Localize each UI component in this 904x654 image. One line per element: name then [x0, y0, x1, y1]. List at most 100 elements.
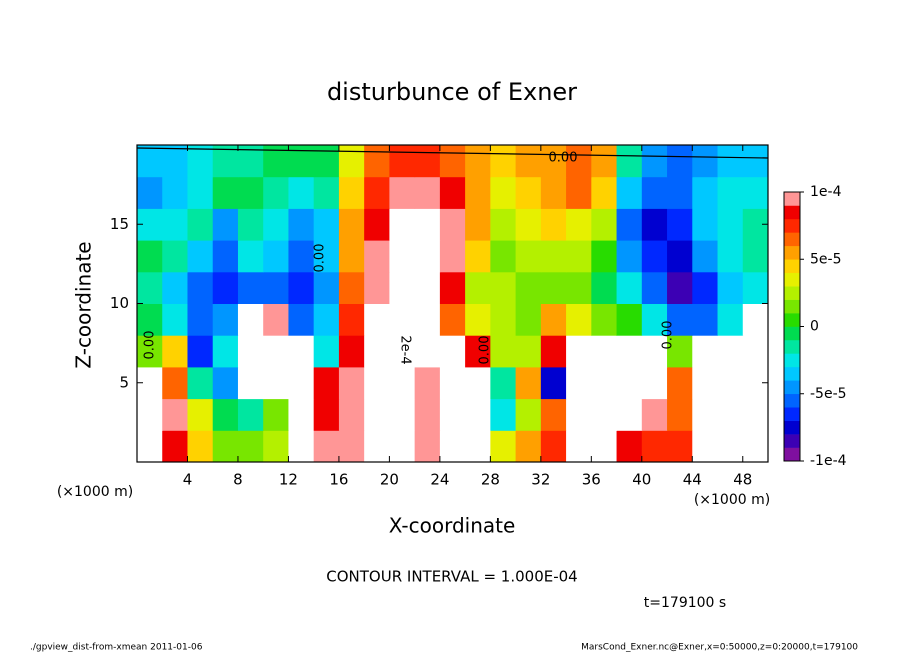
field-cell [641, 145, 668, 178]
field-cell [137, 335, 163, 368]
field-cell [389, 271, 416, 304]
field-cell [237, 335, 264, 368]
field-cell [162, 145, 188, 178]
field-cell [742, 335, 769, 368]
field-cell [389, 335, 416, 368]
field-cell [313, 208, 340, 241]
field-cell [137, 303, 163, 336]
field-cell [540, 176, 567, 209]
field-cell [137, 430, 163, 463]
field-cell [212, 208, 239, 241]
field-cell [515, 335, 542, 368]
field-cell [364, 398, 390, 431]
field-cell [667, 335, 693, 368]
field-cell [288, 398, 315, 431]
x-tick-label: 40 [632, 471, 651, 489]
field-cell [338, 208, 365, 241]
field-cell [490, 145, 517, 178]
field-cell [263, 335, 289, 368]
field-cell [742, 398, 769, 431]
field-cell [187, 208, 214, 241]
field-cell [389, 398, 416, 431]
colorbar-swatch [784, 245, 800, 260]
x-tick-label: 16 [329, 471, 348, 489]
field-cell [490, 176, 517, 209]
y-tick-label: 10 [110, 294, 129, 312]
field-cell [288, 335, 315, 368]
field-cell [313, 335, 340, 368]
field-cell [540, 430, 567, 463]
field-cell [667, 208, 693, 241]
colorbar-tick-label: -1e-4 [810, 453, 847, 469]
field-cell [338, 145, 365, 178]
field-cell [439, 430, 466, 463]
field-cell [364, 430, 390, 463]
x-tick-label: 12 [279, 471, 298, 489]
field-cell [364, 303, 390, 336]
field-cell [212, 303, 239, 336]
field-cell [187, 398, 214, 431]
field-cell [364, 271, 390, 304]
field-cell [439, 335, 466, 368]
field-cell [389, 240, 416, 273]
field-cell [439, 240, 466, 273]
colorbar-swatch [784, 205, 800, 220]
field-cell [439, 208, 466, 241]
field-cell [313, 145, 340, 178]
colorbar-swatch [784, 326, 800, 341]
y-unit-label: (×1000 m) [57, 484, 133, 500]
field-cell [540, 145, 567, 178]
field-cell [465, 208, 491, 241]
field-cell [439, 366, 466, 400]
field-cell [389, 145, 416, 178]
field-cell [212, 430, 239, 463]
field-cell [742, 303, 769, 336]
field-cell [641, 208, 668, 241]
field-cell [692, 271, 719, 304]
field-cell [616, 176, 643, 209]
field-cell [566, 145, 592, 178]
field-cell [187, 303, 214, 336]
field-cell [263, 271, 289, 304]
field-cell [162, 398, 188, 431]
field-cell [717, 145, 744, 178]
field-cell [237, 398, 264, 431]
field-cell [717, 176, 744, 209]
field-cell [540, 366, 567, 400]
field-cell [263, 240, 289, 273]
field-cell [389, 208, 416, 241]
field-cell [616, 366, 643, 400]
field-cell [717, 430, 744, 463]
field-cell [566, 176, 592, 209]
contour-label: 0.00 [549, 151, 578, 166]
field-cell [717, 366, 744, 400]
field-cell [212, 176, 239, 209]
field-cell [515, 208, 542, 241]
field-cell [641, 240, 668, 273]
field-cell [717, 398, 744, 431]
field-cell [616, 430, 643, 463]
field-cell [515, 398, 542, 431]
field-cell [591, 335, 618, 368]
field-cell [566, 335, 592, 368]
field-cell [313, 240, 340, 273]
contour-label: 0.00 [661, 321, 676, 350]
contour-label: 0.00 [143, 331, 158, 360]
field-cell [212, 398, 239, 431]
x-tick-label: 20 [380, 471, 399, 489]
field-cell [515, 271, 542, 304]
field-cell [389, 176, 416, 209]
field-cell [667, 366, 693, 400]
field-cell [742, 271, 769, 304]
field-cell [515, 366, 542, 400]
colorbar-swatch [784, 218, 800, 233]
field-cell [515, 303, 542, 336]
field-cell [237, 366, 264, 400]
field-cell [465, 303, 491, 336]
field-cell [263, 176, 289, 209]
colorbar-swatch [784, 313, 800, 327]
field-cell [237, 271, 264, 304]
field-cell [338, 303, 365, 336]
field-cell [591, 240, 618, 273]
field-cell [465, 176, 491, 209]
